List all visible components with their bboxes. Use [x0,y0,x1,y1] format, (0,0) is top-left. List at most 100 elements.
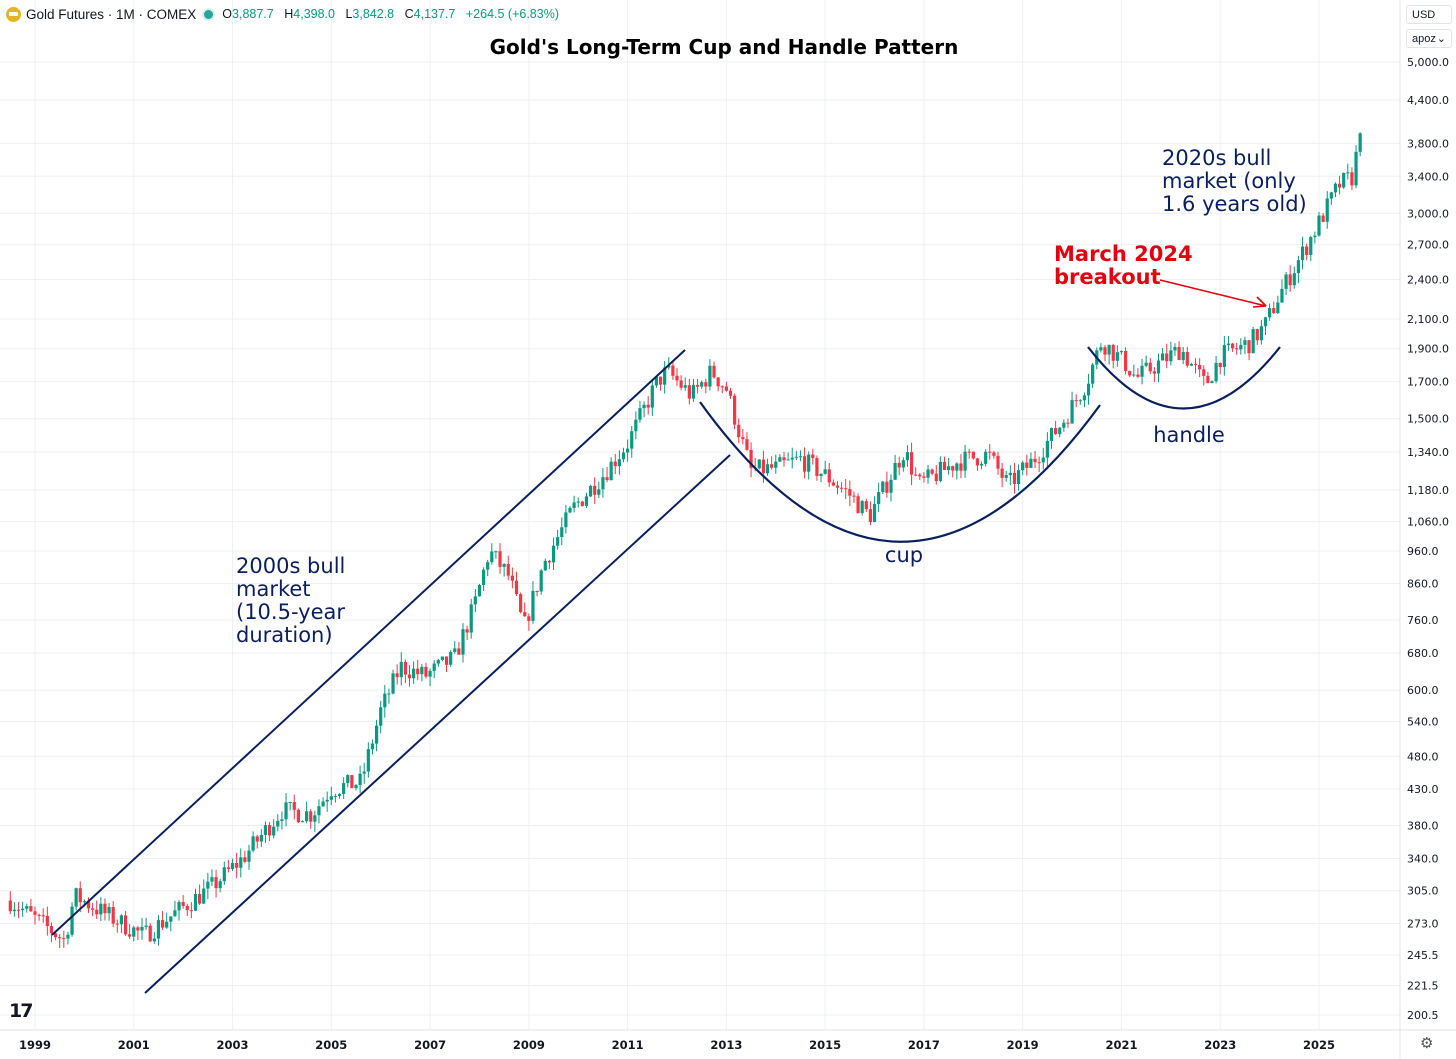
y-tick-label: 4,400.0 [1407,94,1449,107]
candle-body [790,457,794,460]
candle-body [296,809,300,823]
candle-body [514,580,519,595]
candle-body [148,925,152,942]
y-tick-label: 600.0 [1407,684,1439,697]
candle-body [905,452,910,461]
candle-body [165,921,169,928]
candle-body [860,501,864,514]
candle-body [1189,363,1194,366]
candle-body [761,459,766,474]
candle-body [593,485,597,495]
candle-body [494,551,498,553]
candle-body [461,629,465,655]
candle-body [366,749,370,772]
candle-body [481,569,486,585]
candle-body [807,454,811,472]
close-label: C [404,7,414,21]
candle-body [811,454,815,459]
candle-body [658,376,663,385]
candle-body [1329,192,1333,199]
candle-body [613,461,617,467]
currency-selector[interactable]: USD [1406,5,1452,24]
candle-body [848,489,852,496]
y-tick-label: 2,400.0 [1407,273,1449,286]
y-tick-label: 221.5 [1407,979,1439,992]
candle-body [564,512,568,528]
candle-body [214,877,218,889]
candle-body [1082,395,1087,401]
candle-body [823,469,827,474]
candle-body [309,811,313,822]
candle-body [432,663,436,671]
candle-body [650,385,654,408]
settings-gear-icon[interactable]: ⚙ [1420,1035,1434,1052]
candle-body [605,477,609,481]
candle-body [770,464,774,468]
candle-body [1091,364,1095,384]
candle-body [1128,370,1132,376]
candle-body [1206,375,1210,384]
candle-body [1070,400,1074,424]
candle-body [1152,371,1156,374]
candle-body [1045,440,1049,458]
candle-body [465,629,469,633]
candle-body [115,923,119,925]
price-axis[interactable]: 5,000.0 4,400.0 3,800.0 3,400.0 3,000.0 2,700… [1399,0,1449,1059]
candle-body [440,656,445,660]
candle-body [313,815,317,822]
candle-body [33,911,37,915]
symbol-title[interactable]: Gold Futures · 1M · COMEX [26,6,197,22]
tradingview-logo-icon[interactable]: 17 [9,1000,33,1022]
chart-title: Gold's Long-Term Cup and Handle Pattern [490,35,959,59]
candle-body [872,504,877,523]
candle-body [444,656,449,665]
candle-body [914,474,918,476]
y-tick-label: 760.0 [1407,614,1439,627]
candle-body [506,564,510,576]
candle-body [169,916,173,922]
candle-body [25,906,29,909]
bull-2000s-label: 2000s bull market (10.5-year duration) [236,554,345,647]
candle-body [963,451,967,471]
candle-body [737,424,741,438]
candlestick-series [8,132,1362,949]
candle-body [1239,344,1243,350]
y-tick-label: 3,800.0 [1407,137,1449,150]
candle-body [1276,302,1280,314]
candle-body [687,385,691,399]
candle-body [959,463,963,471]
candle-body [1041,457,1045,463]
symbol-header[interactable]: Gold Futures · 1M · COMEX O3,887.7 H4,39… [6,4,566,24]
candle-body [206,881,210,889]
candle-body [802,456,807,472]
candle-body [757,459,761,469]
candle-body [1210,381,1214,384]
candle-body [255,836,259,842]
candle-body [218,881,222,889]
candle-body [490,551,494,563]
candle-body [387,693,391,695]
candle-body [1177,346,1181,361]
candle-body [436,659,440,664]
candle-body [317,806,321,816]
candle-body [305,811,309,822]
x-tick-label: 2009 [513,1038,545,1052]
time-axis[interactable]: 1999 2001 2003 2005 2007 2009 2011 2013 2015 2017… [0,1029,1456,1052]
candle-body [971,451,975,459]
scale-selector[interactable]: apoz ⌄ [1406,29,1452,48]
candle-body [819,473,823,477]
candle-body [1247,340,1251,354]
low-label: L [345,7,353,21]
candle-body [663,367,667,385]
breakout-label: March 2024 breakout [1054,242,1193,289]
candle-body [617,459,621,467]
candle-body [189,910,193,912]
candle-body [173,910,177,917]
candle-body [416,668,420,675]
candle-body [576,501,580,503]
candle-body [535,590,539,592]
candle-body [1342,172,1346,188]
channel-lower-line [144,454,731,994]
candle-body [292,802,296,810]
